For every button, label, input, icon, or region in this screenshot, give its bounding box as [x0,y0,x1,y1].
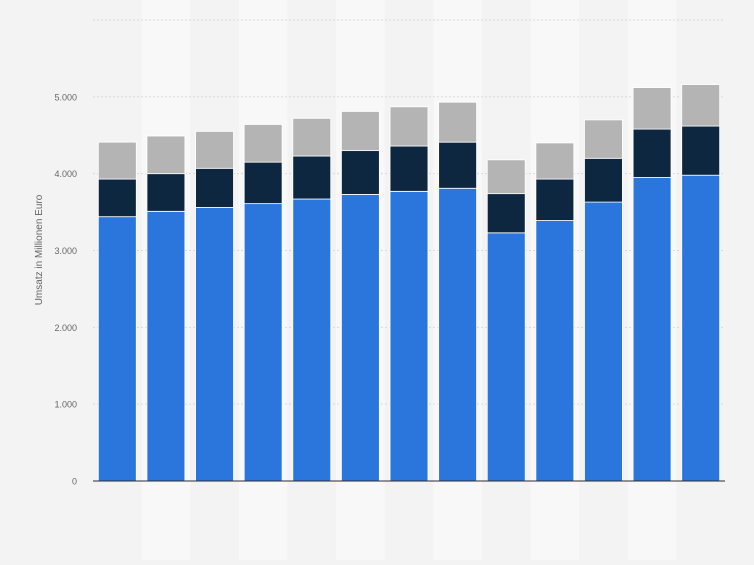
y-tick-label: 0 [72,477,77,487]
bar-segment-2 [97,178,137,218]
bar-segment-2 [535,178,575,221]
bar-segment-3 [584,119,623,159]
bar-segment-2 [243,161,283,205]
bar-segment-3 [195,131,234,169]
bar-segment-3 [243,124,283,163]
bar-segment-2 [292,155,332,200]
bar-segment-1 [681,174,721,482]
bar-segment-2 [438,141,477,189]
bar-segment-2 [341,150,380,195]
bar-segment-2 [195,167,234,208]
y-tick-label: 1.000 [54,400,77,410]
bar-segment-1 [195,207,234,482]
bar-segment-3 [632,87,672,130]
bar-segment-1 [584,201,623,482]
bar-segment-1 [632,177,672,482]
bars [97,84,721,482]
bar-segment-1 [146,210,186,482]
bar-segment-1 [97,216,137,482]
bar-segment-1 [243,203,283,482]
bar-segment-1 [389,190,429,482]
bar-segment-3 [486,159,526,195]
bar-segment-3 [146,135,186,175]
bar-segment-2 [632,128,672,178]
bar-segment-1 [535,220,575,482]
bar-segment-3 [438,101,477,143]
bar-segment-1 [486,232,526,482]
bar-segment-1 [292,198,332,482]
bar-segment-3 [292,117,332,157]
bar-segment-3 [535,142,575,180]
bar-segment-3 [681,84,721,127]
y-tick-label: 3.000 [54,246,77,256]
bar-segment-2 [681,125,721,176]
bar-segment-3 [97,141,137,180]
y-tick-label: 4.000 [54,169,77,179]
y-tick-label: 5.000 [54,92,77,102]
bar-segment-2 [146,173,186,212]
y-tick-labels: 0 1.000 2.000 3.000 4.000 5.000 [54,92,77,486]
y-tick-label: 2.000 [54,323,77,333]
bar-segment-2 [584,157,623,203]
bar-segment-1 [438,187,477,482]
bar-segment-1 [341,194,380,482]
bar-segment-2 [486,193,526,234]
bar-segment-2 [389,145,429,192]
y-axis-label: Umsatz in Millionen Euro [34,194,45,305]
bar-segment-3 [341,111,380,152]
bar-segment-3 [389,106,429,147]
